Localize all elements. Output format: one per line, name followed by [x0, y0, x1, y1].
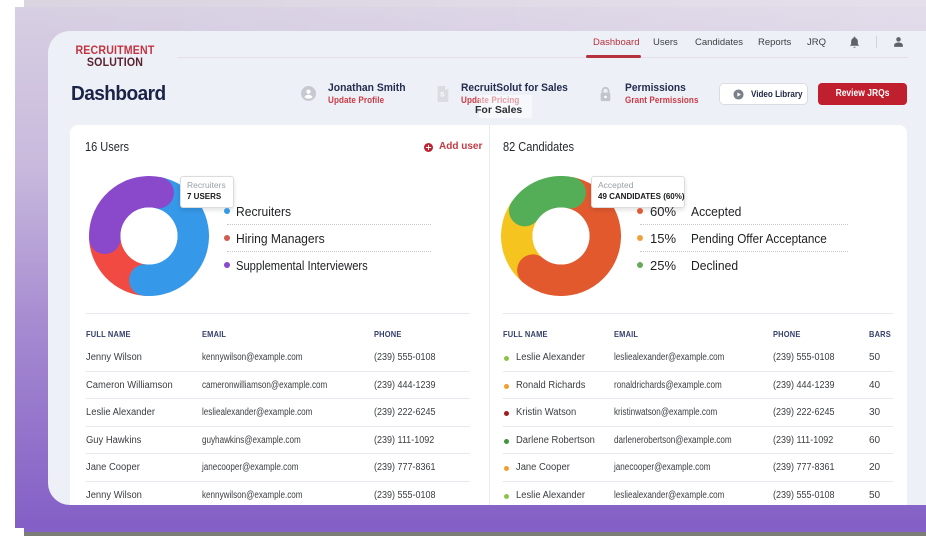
- svg-text:S: S: [440, 92, 445, 99]
